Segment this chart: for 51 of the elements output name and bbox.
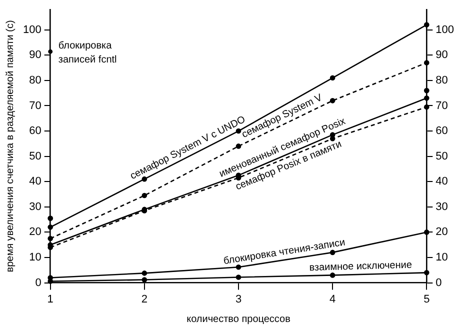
point bbox=[330, 98, 336, 104]
point bbox=[330, 75, 336, 81]
y2-tick-label: 80 bbox=[436, 74, 448, 86]
y2-tick-label: 20 bbox=[436, 226, 448, 238]
x-tick-label: 2 bbox=[141, 293, 148, 306]
point bbox=[330, 272, 336, 278]
point bbox=[142, 270, 148, 276]
x-tick-label: 4 bbox=[330, 293, 336, 306]
y-tick-label: 70 bbox=[29, 100, 42, 112]
y2-tick-label: 30 bbox=[436, 200, 448, 213]
legend-label: блокировка записей fcntl bbox=[58, 40, 117, 66]
y-tick-label: 90 bbox=[29, 49, 42, 62]
point bbox=[142, 192, 148, 198]
point bbox=[48, 216, 54, 221]
x-axis-title: количество процессов bbox=[186, 314, 290, 325]
y-tick-label: 50 bbox=[29, 150, 42, 162]
y-tick-label: 80 bbox=[29, 74, 42, 86]
y-tick-label: 30 bbox=[29, 200, 42, 213]
y2-tick-label: 10 bbox=[436, 252, 448, 264]
y-tick-label: 60 bbox=[29, 125, 42, 138]
x-tick-label: 5 bbox=[424, 293, 430, 306]
point bbox=[142, 277, 148, 282]
point bbox=[236, 274, 242, 280]
point bbox=[236, 264, 242, 270]
point bbox=[424, 270, 430, 276]
point bbox=[48, 224, 54, 230]
y2-tick-label: 0 bbox=[436, 276, 442, 289]
x-tick-label: 1 bbox=[47, 293, 54, 306]
y-tick-label: 20 bbox=[29, 226, 42, 238]
y-axis-title: время увеличения счетчика в разделяемой памяти (с) bbox=[4, 20, 16, 272]
y2-tick-label: 50 bbox=[436, 150, 448, 162]
y-tick-label: 10 bbox=[29, 252, 42, 264]
y-tick-label: 40 bbox=[29, 176, 42, 188]
series-label: взаимное исключение bbox=[309, 260, 413, 274]
y2-tick-label: 100 bbox=[436, 24, 454, 36]
point bbox=[330, 132, 336, 138]
point bbox=[424, 88, 430, 94]
point bbox=[424, 60, 430, 66]
point bbox=[48, 236, 54, 242]
point bbox=[424, 22, 430, 28]
y2-tick-label: 40 bbox=[436, 176, 448, 188]
y2-tick-label: 90 bbox=[436, 49, 448, 62]
y2-tick-label: 70 bbox=[436, 100, 448, 112]
point bbox=[424, 230, 430, 235]
point bbox=[424, 95, 430, 101]
y2-tick-label: 60 bbox=[436, 125, 448, 138]
y-tick-label: 100 bbox=[22, 24, 42, 36]
point bbox=[48, 275, 54, 280]
point bbox=[424, 104, 430, 110]
y-tick-label: 0 bbox=[35, 276, 42, 289]
x-tick-label: 3 bbox=[235, 293, 242, 306]
